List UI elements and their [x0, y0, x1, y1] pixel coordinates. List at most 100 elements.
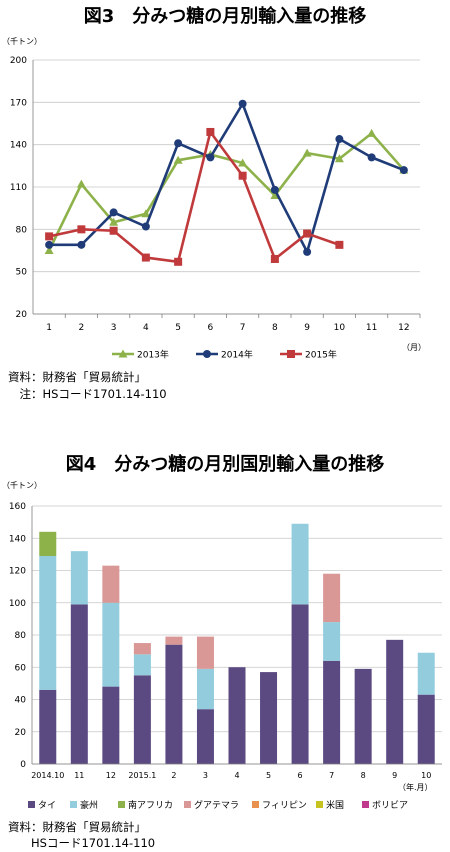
chart2-y-tick-label: 0 [20, 760, 26, 770]
chart1-note: 注：HSコード1701.14-110 [8, 387, 167, 401]
chart2-bar-segment [39, 555, 57, 690]
chart2-x-tick-label: 10 [421, 771, 431, 780]
chart1-data-point [302, 148, 312, 157]
chart2-x-tick-label: 12 [106, 771, 116, 780]
chart1-data-point [367, 153, 376, 162]
chart2-legend-label: 豪州 [80, 799, 98, 811]
chart2-x-tick-label: 2015.1 [128, 771, 156, 780]
chart1-data-point [303, 247, 312, 256]
chart1-title: 図3 分みつ糖の月別輸入量の推移 [83, 6, 367, 27]
chart1-data-point [141, 253, 150, 262]
chart2-country-imports-stacked-bar-chart: （千トン） （年.月） 0 20 40 60 80 100 120 140 160 2014.10… [2, 480, 442, 811]
chart1-x-tick-label: 3 [111, 323, 117, 333]
chart2-x-tick-label: 11 [74, 771, 84, 780]
chart2-legend-swatch [28, 801, 35, 808]
chart2-y-tick-label: 80 [15, 631, 27, 641]
chart1-y-unit: （千トン） [2, 36, 42, 46]
chart1-data-point [174, 139, 183, 148]
chart1-data-point [238, 158, 248, 167]
chart1-data-point [76, 179, 86, 188]
chart1-gridlines [33, 59, 420, 315]
chart1-y-tick-label: 20 [16, 310, 28, 320]
chart2-bar-segment [39, 689, 57, 764]
chart2-x-tick-label: 8 [361, 771, 366, 780]
chart2-note: HSコード1701.14-110 [8, 836, 156, 850]
chart1-y-tick-label: 170 [10, 98, 27, 108]
chart2-bar-segment [70, 551, 88, 605]
chart2-bar-segment [417, 652, 435, 695]
chart2-title: 図4 分みつ糖の月別国別輸入量の推移 [65, 454, 385, 475]
chart2-legend-label: フィリピン [262, 800, 307, 811]
chart2-y-tick-label: 20 [15, 728, 27, 738]
chart1-x-tick-label: 7 [240, 323, 246, 333]
chart2-bar-segment [291, 604, 309, 764]
chart1-legend: 2013年 2014年 2015年 [112, 349, 337, 361]
chart2-legend-label: タイ [38, 800, 56, 811]
chart1-x-tick-label: 11 [366, 323, 377, 333]
chart2-x-tick-label: 3 [203, 771, 208, 780]
chart1-data-point [206, 127, 215, 136]
chart1-data-point [238, 99, 247, 108]
chart1-y-tick-label: 200 [10, 56, 27, 66]
chart2-axes: 0 20 40 60 80 100 120 140 160 2014.10 11 12 2015.1 2 3… [9, 502, 442, 780]
chart2-legend: タイ 豪州 南アフリカ グアテマラ フィリピン 米国 ボリビア [28, 799, 408, 811]
chart1-series-line [49, 102, 405, 254]
chart2-bar-segment [323, 573, 341, 623]
chart1-legend-label: 2013年 [137, 349, 169, 361]
chart1-x-tick-label: 12 [398, 323, 409, 333]
chart1-legend-label: 2014年 [221, 349, 253, 361]
chart1-data-point [334, 154, 344, 163]
chart1-data-point [77, 225, 86, 234]
chart2-bar-segment [291, 523, 309, 605]
chart2-bars-group [39, 523, 435, 764]
chart1-data-point [77, 240, 86, 249]
chart2-bar-segment [70, 604, 88, 764]
chart2-bar-segment [196, 668, 214, 710]
chart1-series-line [48, 130, 340, 264]
chart1-data-point [335, 135, 344, 144]
chart2-bar-segment [133, 643, 151, 655]
chart1-data-point [141, 222, 150, 231]
chart1-series-group [44, 99, 409, 266]
chart2-y-tick-label: 120 [9, 567, 26, 577]
chart1-x-tick-label: 8 [272, 323, 278, 333]
chart2-bar-segment [102, 602, 120, 687]
chart1-legend-marker [118, 349, 128, 358]
chart2-legend-label: グアテマラ [194, 799, 239, 811]
chart1-legend-marker [287, 350, 295, 358]
chart2-bar-segment [196, 636, 214, 669]
chart2-y-tick-label: 100 [9, 599, 26, 609]
chart2-bar-segment [102, 565, 120, 603]
chart2-bar-segment [196, 709, 214, 764]
chart1-data-point [45, 240, 54, 249]
chart2-y-unit: （千トン） [2, 480, 42, 490]
chart1-data-point [206, 153, 215, 162]
chart2-legend-swatch [184, 801, 191, 808]
chart2-bar-segment [228, 667, 246, 764]
chart2-legend-swatch [118, 801, 125, 808]
chart1-source: 資料：財務省「貿易統計」 [8, 370, 146, 384]
chart2-legend-label: 南アフリカ [128, 799, 173, 811]
chart2-legend-swatch [70, 801, 77, 808]
chart1-data-point [303, 229, 312, 238]
chart1-x-tick-label: 4 [143, 323, 149, 333]
chart2-bar-segment [39, 531, 57, 556]
chart2-x-tick-label: 2 [171, 771, 176, 780]
chart2-legend-swatch [252, 801, 259, 808]
chart2-bar-segment [165, 636, 183, 645]
chart2-bar-segment [417, 694, 435, 764]
chart2-x-tick-label: 9 [392, 771, 397, 780]
chart1-x-tick-label: 5 [175, 323, 181, 333]
chart1-data-point [335, 240, 344, 249]
chart1-x-tick-label: 10 [334, 323, 346, 333]
chart2-y-tick-label: 40 [15, 696, 27, 706]
chart2-y-tick-label: 60 [15, 663, 27, 673]
chart1-series-2 [45, 99, 408, 256]
chart1-series-3 [45, 127, 344, 266]
chart1-x-tick-label: 6 [208, 323, 214, 333]
chart1-x-tick-label: 9 [304, 323, 310, 333]
chart2-x-unit: （年.月） [398, 782, 433, 792]
chart1-legend-label: 2015年 [305, 349, 337, 361]
